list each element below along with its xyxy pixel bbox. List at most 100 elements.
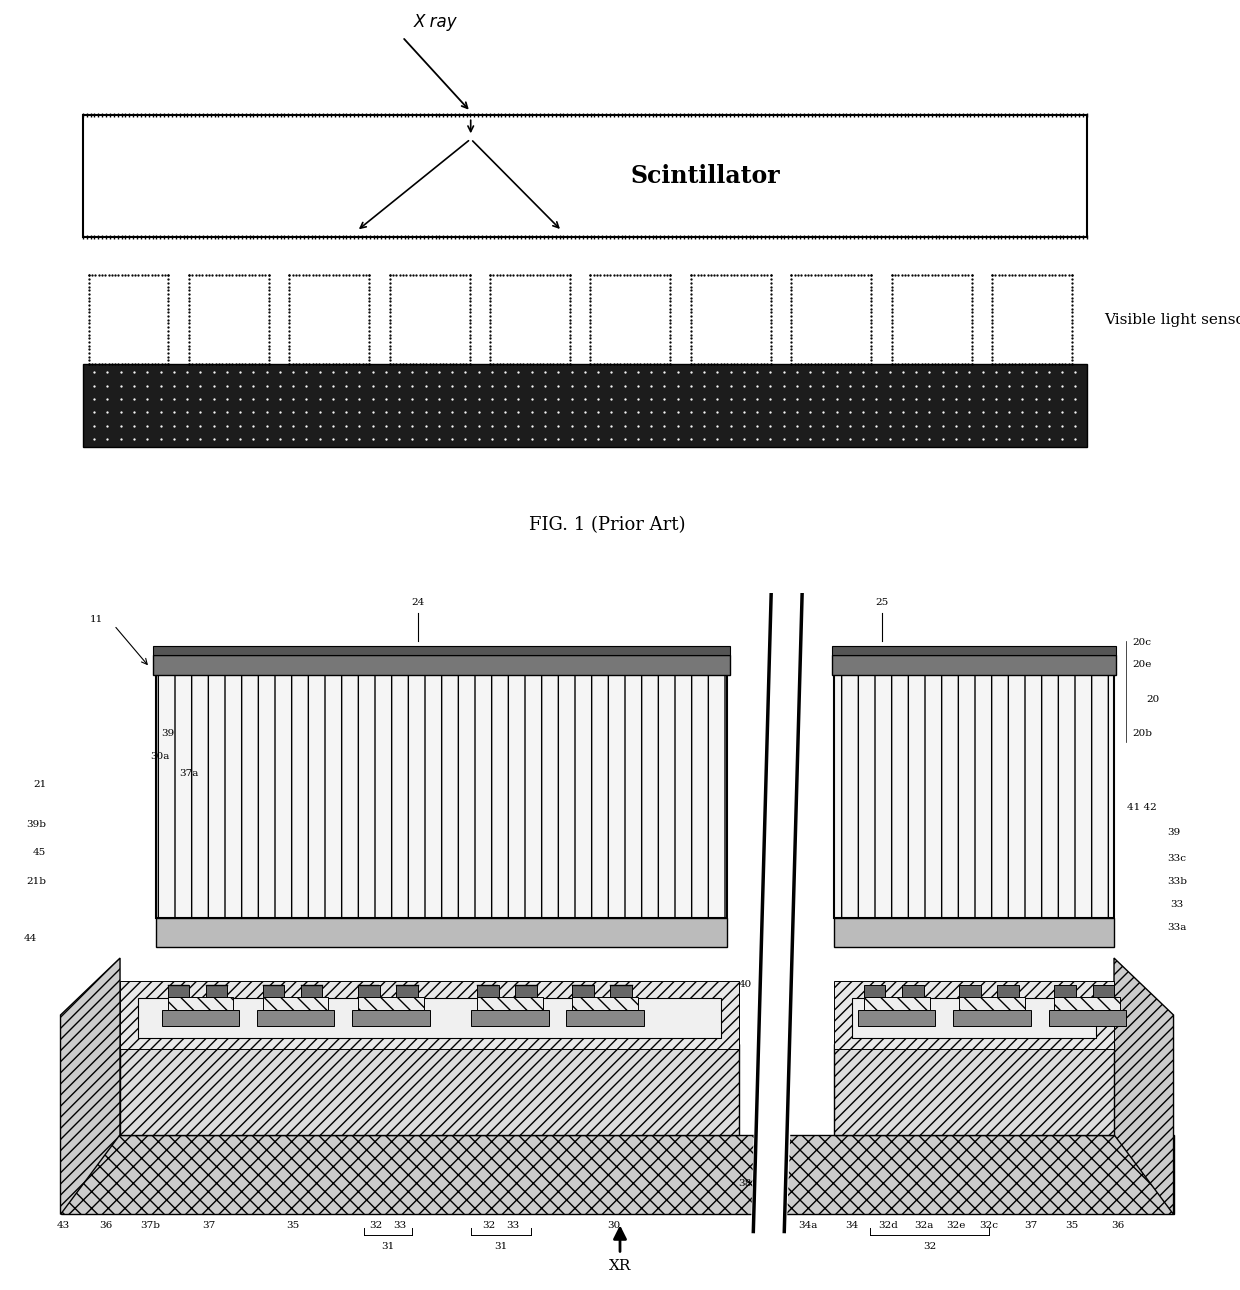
Text: 21b: 21b xyxy=(26,877,46,886)
Text: 20b: 20b xyxy=(1132,729,1152,738)
Text: 35: 35 xyxy=(1065,1222,1079,1231)
Text: 32c: 32c xyxy=(980,1222,998,1231)
Bar xyxy=(1054,986,1076,997)
Text: 11: 11 xyxy=(91,615,103,624)
Bar xyxy=(1054,997,1120,1010)
Bar xyxy=(389,276,470,364)
Text: 33c: 33c xyxy=(1168,854,1187,863)
Text: 39: 39 xyxy=(161,729,175,738)
Bar xyxy=(992,276,1071,364)
Text: 33: 33 xyxy=(393,1222,407,1231)
Bar xyxy=(167,997,233,1010)
Text: 33: 33 xyxy=(506,1222,520,1231)
Text: XR: XR xyxy=(609,1259,631,1273)
Bar xyxy=(1049,1010,1126,1027)
Text: Visible light sensor: Visible light sensor xyxy=(1104,312,1240,326)
Bar xyxy=(289,276,370,364)
Bar xyxy=(864,997,930,1010)
Text: 36: 36 xyxy=(1111,1222,1125,1231)
Text: 36: 36 xyxy=(99,1222,113,1231)
Text: 32d: 32d xyxy=(878,1222,898,1231)
Text: 32e: 32e xyxy=(946,1222,966,1231)
Bar xyxy=(954,1010,1030,1027)
Bar xyxy=(477,997,543,1010)
Text: 20e: 20e xyxy=(1132,660,1151,670)
Bar xyxy=(791,276,872,364)
Text: X ray: X ray xyxy=(414,13,458,31)
Bar xyxy=(960,997,1024,1010)
Polygon shape xyxy=(61,958,120,1214)
Text: 31: 31 xyxy=(381,1241,394,1250)
Bar xyxy=(864,986,885,997)
Bar xyxy=(352,1010,429,1027)
Bar xyxy=(691,276,771,364)
Text: 20: 20 xyxy=(1146,694,1159,703)
Bar xyxy=(167,986,188,997)
Text: Scintillator: Scintillator xyxy=(630,164,780,187)
Bar xyxy=(892,276,971,364)
Bar xyxy=(120,980,739,1049)
Text: 45: 45 xyxy=(33,849,46,858)
Text: 33: 33 xyxy=(1171,899,1183,908)
Text: 37a: 37a xyxy=(180,769,198,778)
Text: 32a: 32a xyxy=(914,1222,934,1231)
Bar xyxy=(397,986,418,997)
Bar xyxy=(835,918,1114,947)
Bar xyxy=(852,998,1096,1037)
Text: 30a: 30a xyxy=(150,752,169,761)
Bar xyxy=(61,1135,1173,1214)
Text: 37: 37 xyxy=(1024,1222,1038,1231)
Bar xyxy=(154,646,729,655)
Text: 32: 32 xyxy=(370,1222,383,1231)
Polygon shape xyxy=(1114,958,1173,1214)
Bar xyxy=(835,980,1114,1049)
Bar xyxy=(206,986,227,997)
Bar xyxy=(1092,986,1114,997)
Bar xyxy=(573,997,637,1010)
Bar xyxy=(138,998,722,1037)
Text: 40: 40 xyxy=(738,979,751,988)
Bar xyxy=(301,986,322,997)
Bar xyxy=(997,986,1019,997)
Text: 39: 39 xyxy=(1168,828,1180,837)
Bar xyxy=(471,1010,548,1027)
Bar xyxy=(835,673,1114,918)
Bar xyxy=(358,997,424,1010)
Text: 44: 44 xyxy=(24,934,37,943)
Bar xyxy=(835,1044,1114,1135)
Text: 32: 32 xyxy=(482,1222,496,1231)
Bar xyxy=(516,986,537,997)
Bar xyxy=(83,115,1086,236)
Bar xyxy=(832,655,1116,676)
Bar xyxy=(156,673,727,918)
Bar xyxy=(358,986,379,997)
Text: 32: 32 xyxy=(923,1241,936,1250)
Bar xyxy=(832,646,1116,655)
Bar xyxy=(88,276,169,364)
Text: 33a: 33a xyxy=(1168,922,1187,931)
Text: 30: 30 xyxy=(608,1222,621,1231)
Bar xyxy=(257,1010,335,1027)
Bar xyxy=(120,1044,739,1135)
Polygon shape xyxy=(751,593,811,1232)
Text: 34a: 34a xyxy=(799,1222,817,1231)
Bar xyxy=(567,1010,644,1027)
Text: 34: 34 xyxy=(846,1222,859,1231)
Bar xyxy=(610,986,632,997)
Text: 20c: 20c xyxy=(1132,637,1151,646)
Text: 37b: 37b xyxy=(140,1222,160,1231)
Text: 24: 24 xyxy=(410,597,424,606)
Bar xyxy=(263,986,284,997)
Text: 31: 31 xyxy=(495,1241,507,1250)
Bar xyxy=(154,655,729,676)
Text: 38: 38 xyxy=(738,1179,751,1188)
Bar xyxy=(83,364,1086,448)
Bar xyxy=(490,276,570,364)
Text: 25: 25 xyxy=(875,597,889,606)
Bar xyxy=(477,986,498,997)
Text: 35: 35 xyxy=(286,1222,299,1231)
Text: 21: 21 xyxy=(33,780,46,789)
Text: 39b: 39b xyxy=(26,820,46,829)
Bar xyxy=(263,997,329,1010)
Text: 41 42: 41 42 xyxy=(1127,802,1157,811)
